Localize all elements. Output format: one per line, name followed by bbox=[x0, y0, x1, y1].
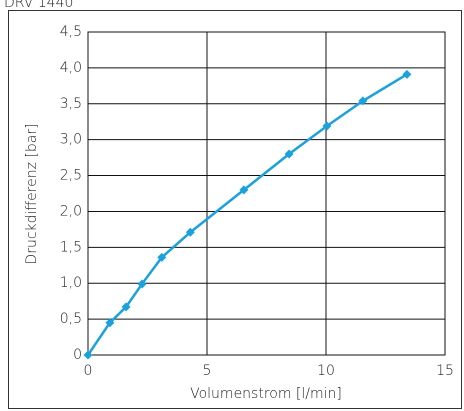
line bbox=[86, 73, 408, 356]
marker bbox=[185, 227, 195, 237]
plot-border bbox=[87, 31, 446, 356]
y-tick-label: 3,0 bbox=[60, 132, 82, 148]
marker bbox=[402, 69, 412, 79]
marker bbox=[239, 185, 249, 195]
y-tick-label: 4,0 bbox=[60, 60, 82, 76]
chart-title: DRV 1440 bbox=[4, 0, 73, 11]
y-tick-label: 2,0 bbox=[60, 203, 82, 219]
y-tick-label: 1,5 bbox=[60, 239, 82, 255]
marker bbox=[322, 121, 332, 131]
x-tick-label: 15 bbox=[436, 363, 454, 379]
marker bbox=[137, 279, 147, 289]
y-tick-label: 2,5 bbox=[60, 168, 82, 184]
x-tick-label: 10 bbox=[317, 363, 335, 379]
marker bbox=[358, 96, 368, 106]
marker bbox=[157, 252, 167, 262]
marker bbox=[105, 318, 115, 328]
marker bbox=[121, 302, 131, 312]
frame bbox=[8, 10, 462, 409]
x-tick-label: 5 bbox=[203, 363, 212, 379]
y-tick-label: 0 bbox=[73, 347, 82, 363]
marker bbox=[284, 149, 294, 159]
x-tick-label: 0 bbox=[84, 363, 93, 379]
y-tick-label: 1,0 bbox=[60, 275, 82, 291]
y-tick-label: 0,5 bbox=[60, 311, 82, 327]
marker bbox=[83, 350, 93, 360]
y-tick-label: 3,5 bbox=[60, 96, 82, 112]
y-axis-label: Druckdifferenz [bar] bbox=[24, 123, 40, 264]
y-tick-label: 4,5 bbox=[60, 24, 82, 40]
x-axis-label: Volumenstrom [l/min] bbox=[190, 386, 342, 402]
